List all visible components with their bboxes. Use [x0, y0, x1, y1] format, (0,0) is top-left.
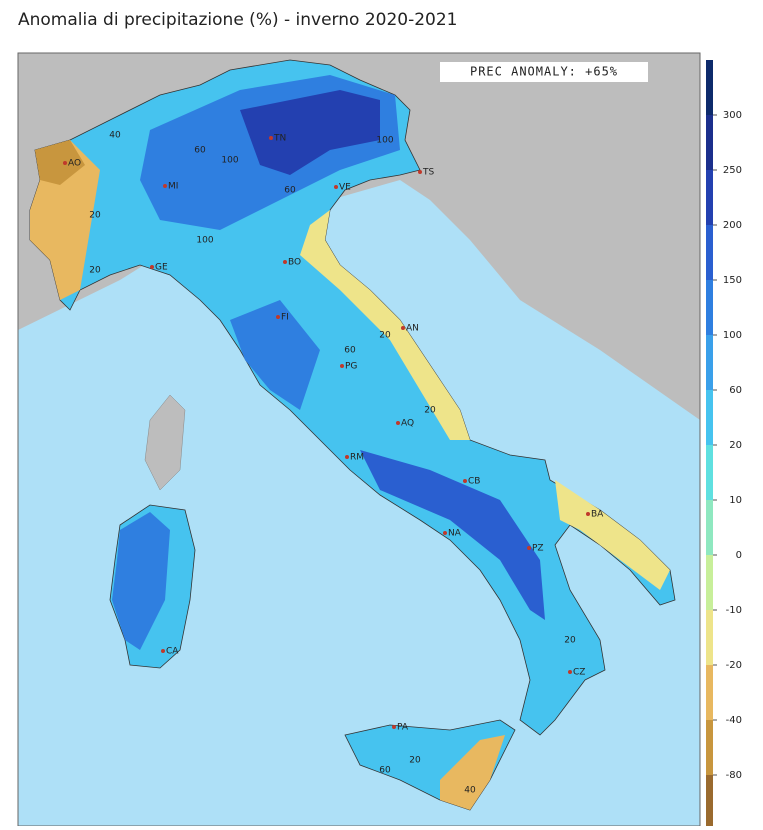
city-label: TN: [273, 134, 286, 144]
colorbar-band: [706, 555, 713, 610]
city-label: VE: [339, 183, 351, 193]
colorbar-band: [706, 280, 713, 335]
city-label: PZ: [532, 544, 544, 554]
city-dot: [63, 161, 67, 165]
city-label: NA: [448, 529, 462, 539]
city-label: RM: [350, 453, 364, 463]
city-dot: [396, 421, 400, 425]
contour-label: 20: [564, 636, 576, 646]
contour-label: 20: [89, 266, 101, 276]
anomaly-zone: [240, 90, 380, 175]
city-label: AO: [68, 159, 81, 169]
city-label: FI: [281, 313, 289, 323]
city-dot: [276, 315, 280, 319]
city-label: CB: [468, 477, 480, 487]
city-dot: [392, 725, 396, 729]
anomaly-zone: [112, 512, 170, 650]
contour-label: 60: [284, 186, 296, 196]
colorbar-band: [706, 115, 713, 170]
city-label: CA: [166, 647, 179, 657]
contour-label: 40: [109, 131, 121, 141]
city-label: CZ: [573, 668, 585, 678]
colorbar-label: 20: [729, 440, 742, 451]
city-dot: [586, 512, 590, 516]
colorbar-label: 100: [723, 330, 742, 341]
city-label: MI: [168, 182, 178, 192]
city-dot: [568, 670, 572, 674]
city-label: GE: [155, 263, 168, 273]
anomaly-zone: [300, 210, 470, 440]
city-dot: [443, 531, 447, 535]
contour-label: 20: [89, 211, 101, 221]
anomaly-zone: [230, 300, 320, 410]
colorbar-band: [706, 445, 713, 500]
colorbar-label: -10: [726, 605, 742, 616]
city-label: BA: [591, 510, 604, 520]
colorbar-band: [706, 390, 713, 445]
contour-label: 20: [379, 331, 391, 341]
title: Anomalia di precipitazione (%) - inverno…: [18, 10, 458, 30]
city-dot: [527, 546, 531, 550]
colorbar-label: -80: [726, 770, 742, 781]
city-dot: [401, 326, 405, 330]
colorbar-band: [706, 720, 713, 775]
city-label: AN: [406, 324, 419, 334]
city-label: PA: [397, 723, 409, 733]
colorbar-band: [706, 335, 713, 390]
colorbar-label: 60: [729, 385, 742, 396]
colorbar-band: [706, 225, 713, 280]
city-dot: [161, 649, 165, 653]
corsica: [144, 394, 186, 491]
contour-label: 20: [409, 756, 421, 766]
city-dot: [163, 184, 167, 188]
colorbar-label: -20: [726, 660, 742, 671]
contour-label: 60: [344, 346, 356, 356]
city-dot: [283, 260, 287, 264]
contour-label: 40: [464, 786, 476, 796]
contour-label: 100: [221, 156, 238, 166]
colorbar-band: [706, 775, 713, 826]
colorbar-label: 200: [723, 220, 742, 231]
colorbar-label: 300: [723, 110, 742, 121]
anomaly-zone: [555, 480, 670, 590]
city-dot: [345, 455, 349, 459]
contour-label: 100: [196, 236, 213, 246]
colorbar-label: -40: [726, 715, 742, 726]
anomaly-zone: [360, 450, 545, 620]
contour-label: 60: [379, 766, 391, 776]
anomaly-zone: [440, 735, 505, 810]
map: PREC ANOMALY: +65%: [17, 52, 701, 827]
contour-label: 60: [194, 146, 206, 156]
anomaly-zone: [35, 140, 85, 185]
colorbar-label: 0: [736, 550, 742, 561]
colorbar-label: 150: [723, 275, 742, 286]
colorbar-band: [706, 60, 713, 115]
colorbar-band: [706, 500, 713, 555]
city-label: PG: [345, 362, 357, 372]
contour-label: 100: [376, 136, 393, 146]
city-dot: [334, 185, 338, 189]
city-label: TS: [422, 168, 434, 178]
colorbar-label: 10: [729, 495, 742, 506]
overlay: 3002502001501006020100-10-20-40-80AOTNTS…: [63, 60, 742, 826]
colorbar-label: 250: [723, 165, 742, 176]
colorbar-band: [706, 665, 713, 720]
contour-label: 20: [424, 406, 436, 416]
city-dot: [418, 170, 422, 174]
colorbar-band: [706, 610, 713, 665]
city-label: BO: [288, 258, 301, 268]
city-dot: [340, 364, 344, 368]
annotation-box: [440, 62, 648, 82]
city-dot: [150, 265, 154, 269]
city-dot: [463, 479, 467, 483]
colorbar-band: [706, 170, 713, 225]
city-label: AQ: [401, 419, 414, 429]
city-dot: [269, 136, 273, 140]
annotation: PREC ANOMALY: +65%: [470, 65, 618, 79]
